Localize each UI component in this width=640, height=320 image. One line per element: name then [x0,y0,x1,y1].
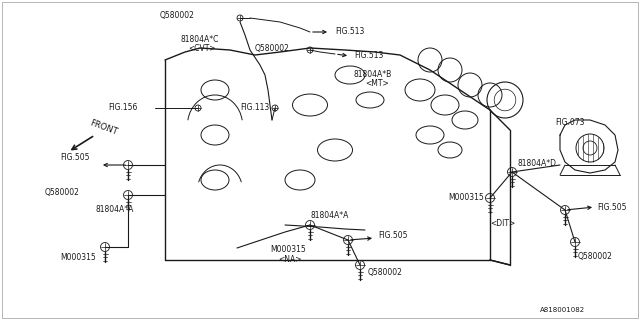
Text: M000315: M000315 [270,245,306,254]
Text: Q580002: Q580002 [45,188,80,197]
Text: M000315: M000315 [448,193,484,202]
Text: Q580002: Q580002 [368,268,403,277]
Text: <CVT>: <CVT> [188,44,216,52]
Text: FIG.505: FIG.505 [597,203,627,212]
Text: FIG.513: FIG.513 [354,51,383,60]
Text: Q580002: Q580002 [160,11,195,20]
Text: FIG.513: FIG.513 [335,27,364,36]
Text: 81804A*C: 81804A*C [180,35,218,44]
Text: 81804A*A: 81804A*A [95,205,133,214]
Text: FIG.505: FIG.505 [60,153,90,162]
Text: FIG.505: FIG.505 [378,231,408,241]
Text: <MT>: <MT> [365,78,388,87]
Text: Q580002: Q580002 [578,252,613,261]
Text: <DIT>: <DIT> [490,219,515,228]
Text: 81804A*A: 81804A*A [310,211,348,220]
Text: 81804A*B: 81804A*B [353,69,391,78]
Text: Q580002: Q580002 [255,44,290,52]
Text: FRONT: FRONT [88,119,118,137]
Text: 81804A*D: 81804A*D [518,158,557,167]
Text: FIG.073: FIG.073 [555,117,584,126]
Text: A818001082: A818001082 [540,307,585,313]
Text: <NA>: <NA> [278,255,301,265]
Text: FIG.113: FIG.113 [240,102,269,111]
Text: FIG.156: FIG.156 [108,102,138,111]
Text: M000315: M000315 [60,252,96,261]
